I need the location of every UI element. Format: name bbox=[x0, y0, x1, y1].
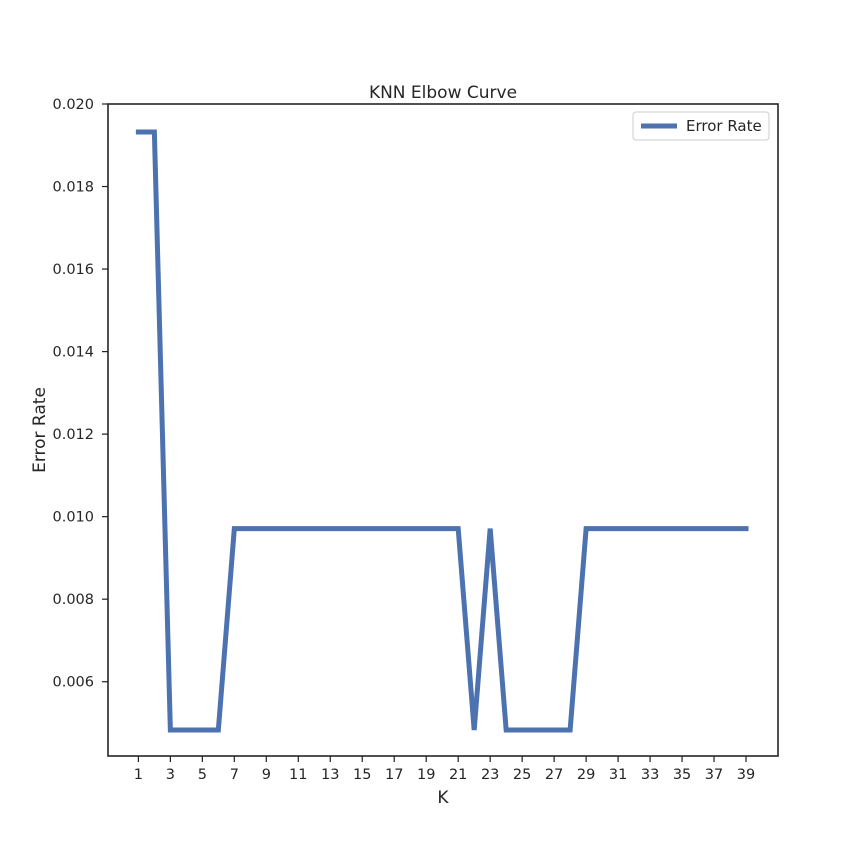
x-tick-label: 29 bbox=[577, 767, 595, 783]
x-tick-label: 5 bbox=[198, 767, 207, 783]
series-line-error-rate bbox=[135, 129, 749, 733]
y-tick-label: 0.018 bbox=[52, 180, 94, 196]
x-tick-label: 3 bbox=[166, 767, 175, 783]
x-tick-label: 15 bbox=[353, 767, 371, 783]
y-tick-label: 0.014 bbox=[52, 345, 94, 361]
x-tick-label: 17 bbox=[385, 767, 403, 783]
legend: Error Rate bbox=[632, 111, 770, 141]
y-tick-label: 0.016 bbox=[52, 262, 94, 278]
x-tick-label: 9 bbox=[262, 767, 271, 783]
x-tick-label: 11 bbox=[289, 767, 307, 783]
x-tick-label: 21 bbox=[449, 767, 467, 783]
y-axis-label: Error Rate bbox=[30, 387, 50, 473]
x-tick-label: 19 bbox=[417, 767, 435, 783]
x-tick-label: 35 bbox=[673, 767, 691, 783]
x-tick-label: 37 bbox=[705, 767, 723, 783]
x-tick-label: 23 bbox=[481, 767, 499, 783]
legend-box bbox=[632, 111, 770, 141]
plot-area: 1 3 5 7 9 11 13 15 17 19 21 23 25 27 29 31 33 35 37 390.006… bbox=[52, 97, 779, 783]
x-tick-label: 13 bbox=[321, 767, 339, 783]
x-tick-label: 39 bbox=[737, 767, 755, 783]
x-axis-label: K bbox=[437, 788, 449, 808]
chart-title: KNN Elbow Curve bbox=[369, 83, 517, 103]
x-tick-label: 7 bbox=[230, 767, 239, 783]
x-tick-label: 1 bbox=[134, 767, 143, 783]
legend-label: Error Rate bbox=[686, 117, 762, 135]
axes-frame bbox=[107, 103, 779, 757]
y-tick-label: 0.010 bbox=[52, 510, 94, 526]
y-tick-label: 0.008 bbox=[52, 592, 94, 608]
x-tick-label: 33 bbox=[641, 767, 659, 783]
y-tick-label: 0.020 bbox=[52, 97, 94, 113]
x-tick-label: 31 bbox=[609, 767, 627, 783]
x-tick-label: 25 bbox=[513, 767, 531, 783]
y-tick-label: 0.006 bbox=[52, 675, 94, 691]
x-tick-label: 27 bbox=[545, 767, 563, 783]
y-tick-label: 0.012 bbox=[52, 427, 94, 443]
